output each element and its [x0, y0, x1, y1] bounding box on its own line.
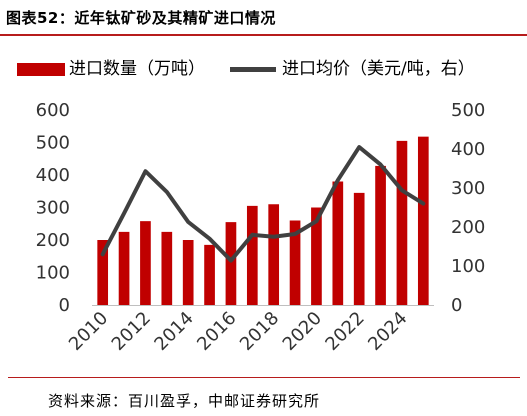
right-y-axis-ticks: 0 100 200 300 400 500 [451, 100, 485, 316]
bar-2020 [311, 207, 322, 305]
y-right-tick: 400 [451, 139, 485, 160]
x-tick-2022: 2022 [321, 308, 368, 355]
price-line [100, 145, 426, 263]
chart-title: 图表52：近年钛矿砂及其精矿进口情况 [6, 9, 276, 27]
bar-2024 [396, 140, 408, 305]
title-divider [0, 34, 527, 36]
legend-line-swatch [230, 67, 276, 72]
y-right-tick: 100 [451, 256, 485, 277]
y-left-tick: 500 [36, 133, 70, 154]
legend: 进口数量（万吨） 进口均价（美元/吨，右） [0, 56, 527, 82]
legend-bar-swatch [17, 63, 65, 76]
bar-2014 [182, 240, 194, 305]
bar-2012 [140, 221, 151, 305]
y-left-tick: 300 [36, 198, 70, 219]
bar-2017 [246, 205, 258, 305]
y-right-tick: 500 [451, 100, 485, 121]
y-right-tick: 300 [451, 178, 485, 199]
x-tick-2018: 2018 [236, 308, 283, 355]
bar-series [97, 136, 429, 305]
bar-2015 [204, 244, 215, 305]
bar-2010 [97, 240, 109, 305]
bar-2016 [225, 222, 237, 305]
x-tick-2020: 2020 [279, 308, 326, 355]
left-y-axis-ticks: 0 100 200 300 400 500 600 [36, 100, 70, 316]
bar-2023 [375, 165, 386, 305]
x-tick-2024: 2024 [364, 308, 411, 355]
x-tick-2014: 2014 [150, 308, 197, 355]
y-left-tick: 400 [36, 165, 70, 186]
y-right-tick: 0 [451, 295, 462, 316]
source-divider [8, 377, 520, 378]
line-series [100, 145, 426, 263]
legend-label-line: 进口均价（美元/吨，右） [282, 59, 475, 79]
y-left-tick: 100 [36, 263, 70, 284]
legend-label-bar: 进口数量（万吨） [69, 59, 205, 79]
y-left-tick: 200 [36, 230, 70, 251]
legend-item-line: 进口均价（美元/吨，右） [230, 56, 527, 82]
legend-item-bar: 进口数量（万吨） [17, 56, 217, 82]
bar-2019 [289, 220, 301, 305]
y-left-tick: 600 [36, 100, 70, 121]
bar-2022 [353, 192, 365, 305]
x-tick-2012: 2012 [108, 308, 155, 355]
x-tick-2016: 2016 [193, 308, 240, 355]
title-bar: 图表52：近年钛矿砂及其精矿进口情况 [0, 0, 527, 40]
bar-2021 [332, 181, 344, 305]
y-left-tick: 0 [59, 295, 70, 316]
x-tick-2010: 2010 [65, 308, 112, 355]
bar-2011 [118, 231, 130, 305]
bar-2018 [268, 204, 280, 305]
source-note: 资料来源：百川盈孚，中邮证券研究所 [48, 392, 321, 410]
bar-2025 [417, 136, 429, 305]
y-right-tick: 200 [451, 217, 485, 238]
bar-2013 [161, 231, 173, 305]
